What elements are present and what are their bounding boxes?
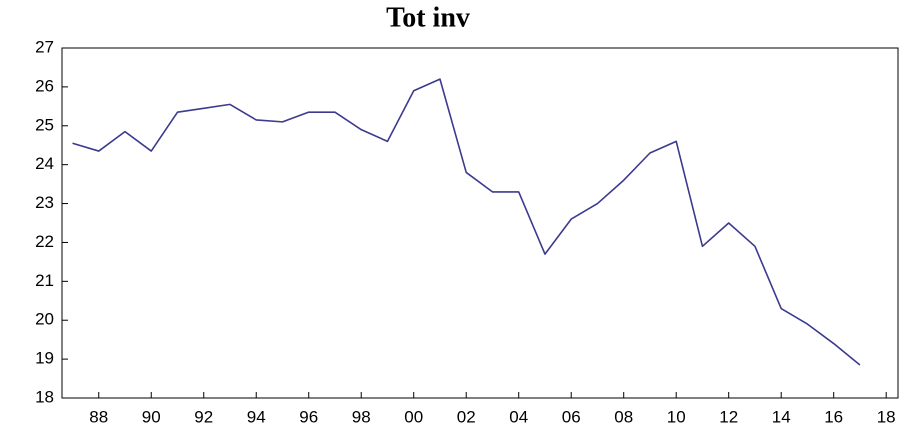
x-tick-label: 12: [719, 407, 738, 426]
x-tick-label: 14: [772, 407, 791, 426]
x-tick-label: 96: [299, 407, 318, 426]
y-tick-label: 18: [35, 387, 54, 406]
chart-title: Tot inv: [386, 2, 470, 33]
y-tick-label: 25: [35, 115, 54, 134]
x-tick-label: 92: [194, 407, 213, 426]
y-tick-label: 26: [35, 76, 54, 95]
plot-frame: [61, 47, 899, 399]
x-tick-label: 16: [824, 407, 843, 426]
x-tick-label: 04: [509, 407, 528, 426]
x-tick-label: 10: [667, 407, 686, 426]
x-tick-label: 94: [247, 407, 266, 426]
x-tick-label: 90: [142, 407, 161, 426]
x-tick-label: 06: [562, 407, 581, 426]
x-tick-label: 18: [877, 407, 896, 426]
y-tick-label: 19: [35, 349, 54, 368]
x-tick-label: 02: [457, 407, 476, 426]
y-tick-label: 23: [35, 193, 54, 212]
x-tick-label: 98: [352, 407, 371, 426]
y-tick-label: 24: [35, 154, 54, 173]
x-tick-label: 00: [404, 407, 423, 426]
y-tick-label: 21: [35, 271, 54, 290]
x-tick-label: 08: [614, 407, 633, 426]
y-tick-label: 20: [35, 310, 54, 329]
data-line: [72, 78, 861, 366]
y-tick-label: 22: [35, 232, 54, 251]
y-tick-label: 27: [35, 37, 54, 56]
x-tick-label: 88: [89, 407, 108, 426]
